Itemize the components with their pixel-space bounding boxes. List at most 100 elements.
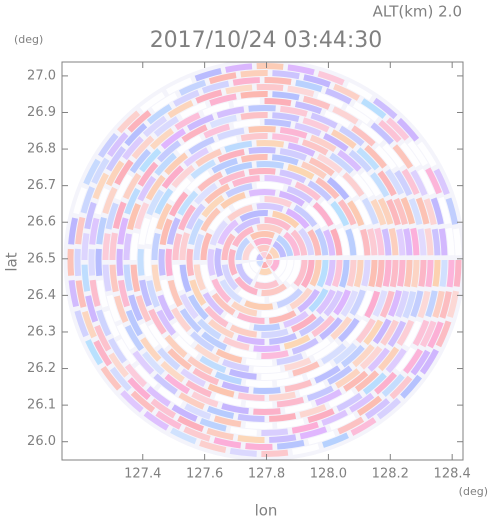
echo-cell bbox=[234, 276, 258, 296]
echo-cell bbox=[240, 91, 268, 99]
echo-cell bbox=[188, 136, 215, 155]
echo-cell bbox=[242, 262, 257, 280]
echo-cell bbox=[214, 393, 242, 407]
echo-cell bbox=[193, 233, 205, 261]
echo-cell bbox=[309, 259, 322, 287]
echo-cell bbox=[81, 310, 97, 339]
echo-cell bbox=[225, 63, 253, 73]
echo-cell bbox=[112, 201, 127, 230]
echo-cell bbox=[230, 301, 258, 317]
echo-cell bbox=[151, 92, 178, 113]
echo-cell bbox=[364, 290, 381, 319]
echo-cell bbox=[432, 290, 445, 319]
echo-cell bbox=[272, 70, 300, 80]
echo-cell bbox=[299, 404, 327, 418]
x-axis-label: lon bbox=[255, 502, 278, 520]
echo-cell bbox=[294, 101, 323, 115]
echo-cell bbox=[265, 253, 273, 261]
echo-cell bbox=[157, 386, 184, 407]
echo-cell bbox=[106, 294, 121, 322]
echo-cell bbox=[264, 175, 293, 186]
echo-cell bbox=[316, 259, 329, 288]
echo-cell bbox=[423, 198, 437, 226]
echo-cell bbox=[315, 177, 340, 200]
echo-cell bbox=[224, 140, 253, 153]
echo-cell bbox=[337, 416, 365, 435]
echo-cell bbox=[276, 375, 304, 387]
echo-cell bbox=[287, 142, 316, 157]
echo-cell bbox=[256, 253, 264, 261]
echo-cell bbox=[227, 204, 254, 222]
echo-cell bbox=[314, 228, 329, 256]
echo-cell bbox=[190, 331, 215, 352]
echo-cell bbox=[109, 264, 119, 293]
echo-cell bbox=[179, 264, 192, 293]
echo-cell bbox=[387, 320, 407, 348]
echo-cell bbox=[382, 259, 392, 287]
echo-cell bbox=[350, 417, 377, 436]
echo-cell bbox=[276, 353, 304, 366]
echo-cell bbox=[134, 364, 158, 388]
echo-cell bbox=[215, 348, 243, 364]
echo-cell bbox=[342, 370, 369, 392]
echo-cell bbox=[291, 337, 319, 355]
echo-cell bbox=[168, 191, 189, 217]
echo-cell bbox=[172, 233, 183, 261]
echo-cell bbox=[402, 290, 417, 319]
echo-cell bbox=[229, 324, 258, 338]
echo-cell bbox=[330, 316, 353, 340]
echo-cell bbox=[224, 161, 253, 175]
echo-cell bbox=[346, 259, 357, 287]
echo-cell bbox=[283, 334, 311, 350]
echo-cell bbox=[180, 101, 207, 119]
echo-cell bbox=[240, 112, 268, 120]
echo-cell bbox=[240, 154, 268, 163]
echo-cell bbox=[130, 264, 141, 293]
echo-cell bbox=[389, 259, 399, 288]
echo-cell bbox=[167, 279, 183, 308]
echo-cell bbox=[370, 172, 390, 198]
echo-cell bbox=[309, 134, 337, 153]
echo-cell bbox=[445, 197, 459, 225]
echo-cell bbox=[307, 408, 335, 424]
echo-cell bbox=[269, 412, 297, 422]
echo-cell bbox=[386, 117, 410, 141]
echo-cell bbox=[194, 343, 221, 363]
echo-cell bbox=[317, 70, 345, 86]
plot-frame bbox=[61, 61, 464, 461]
echo-cell bbox=[222, 336, 250, 351]
echo-cell bbox=[378, 119, 402, 143]
echo-cell bbox=[139, 91, 166, 113]
echo-cell bbox=[364, 144, 387, 169]
echo-cell bbox=[245, 421, 273, 429]
echo-cell bbox=[211, 292, 236, 316]
echo-cell bbox=[229, 448, 257, 457]
echo-cell bbox=[445, 227, 455, 256]
echo-cell bbox=[177, 415, 204, 432]
y-axis-label: lat bbox=[3, 252, 21, 271]
echo-cell bbox=[453, 228, 462, 256]
echo-cell bbox=[278, 259, 294, 283]
echo-cell bbox=[308, 288, 329, 313]
echo-cell bbox=[248, 126, 276, 133]
echo-cell bbox=[185, 203, 206, 230]
echo-cell bbox=[314, 365, 341, 384]
echo-cell bbox=[248, 105, 276, 112]
echo-cell bbox=[105, 160, 125, 187]
echo-cell bbox=[272, 112, 300, 123]
echo-cell bbox=[102, 186, 118, 215]
echo-cell bbox=[235, 237, 251, 261]
echo-cell bbox=[237, 435, 265, 443]
echo-cell bbox=[394, 169, 413, 197]
echo-cell bbox=[146, 103, 173, 125]
echo-cell bbox=[300, 161, 327, 180]
echo-cell bbox=[200, 207, 221, 232]
echo-cell bbox=[208, 72, 237, 85]
echo-cell bbox=[302, 95, 331, 110]
echo-cell bbox=[261, 261, 269, 268]
echo-cell bbox=[284, 357, 312, 372]
echo-cell bbox=[254, 279, 279, 289]
echo-cell bbox=[415, 197, 430, 225]
echo-cell bbox=[410, 227, 420, 256]
echo-cell bbox=[376, 397, 401, 420]
